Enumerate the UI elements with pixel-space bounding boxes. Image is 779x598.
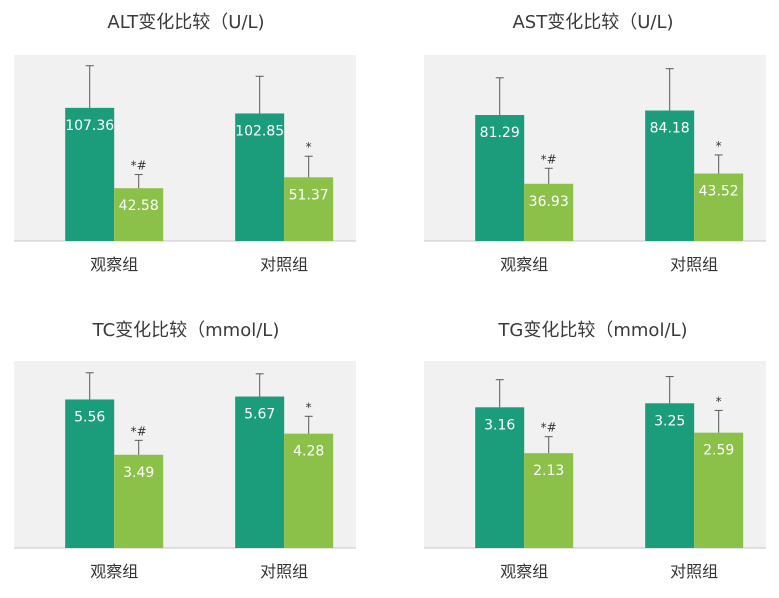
tc-chart: TC变化比较（mmol/L) 5.56 3.49 *# 观察组 5.67 4.28 * 对照组 bbox=[0, 306, 372, 598]
category-label: 观察组 bbox=[90, 562, 138, 581]
significance-marker: * bbox=[306, 400, 312, 414]
significance-marker: * bbox=[716, 139, 722, 153]
bar bbox=[114, 188, 164, 241]
data-label: 42.58 bbox=[119, 198, 159, 214]
data-label: 43.52 bbox=[699, 184, 739, 200]
data-label: 36.93 bbox=[529, 194, 569, 210]
alt-chart: ALT变化比较（U/L) 107.36 42.58 *# 观察组 102.85 51.37… bbox=[0, 0, 372, 292]
bar bbox=[284, 177, 334, 241]
chart-title: AST变化比较（U/L) bbox=[512, 12, 674, 33]
data-label: 3.16 bbox=[484, 417, 515, 433]
bar bbox=[284, 433, 334, 548]
chart-svg: 81.29 36.93 *# 观察组 84.18 43.52 * 对照组 bbox=[424, 55, 766, 274]
bar bbox=[645, 110, 695, 241]
category-label: 对照组 bbox=[670, 562, 718, 581]
data-label: 4.28 bbox=[293, 444, 324, 460]
bar bbox=[694, 432, 744, 548]
data-label: 2.59 bbox=[703, 443, 734, 459]
data-label: 3.25 bbox=[654, 413, 685, 429]
bar bbox=[475, 115, 525, 241]
bar bbox=[235, 113, 285, 241]
tg-chart: TG变化比较（mmol/L) 3.16 2.13 *# 观察组 3.25 2.59 * 对照组 bbox=[407, 306, 779, 598]
category-label: 观察组 bbox=[500, 255, 548, 274]
chart-svg: 3.16 2.13 *# 观察组 3.25 2.59 * 对照组 bbox=[424, 361, 766, 581]
category-label: 观察组 bbox=[500, 562, 548, 581]
bar bbox=[645, 403, 695, 548]
bar bbox=[65, 399, 115, 548]
data-label: 84.18 bbox=[650, 121, 690, 137]
category-label: 对照组 bbox=[670, 255, 718, 274]
data-label: 5.67 bbox=[244, 407, 275, 423]
bar bbox=[475, 407, 525, 548]
bar bbox=[235, 396, 285, 548]
chart-svg: 107.36 42.58 *# 观察组 102.85 51.37 * 对照组 bbox=[14, 55, 356, 274]
chart-svg: 5.56 3.49 *# 观察组 5.67 4.28 * 对照组 bbox=[14, 361, 356, 581]
chart-title: ALT变化比较（U/L) bbox=[107, 12, 265, 33]
bar bbox=[114, 454, 164, 548]
chart-title: TG变化比较（mmol/L) bbox=[498, 320, 688, 341]
data-label: 3.49 bbox=[123, 465, 154, 481]
significance-marker: *# bbox=[541, 421, 557, 435]
data-label: 107.36 bbox=[65, 118, 114, 134]
significance-marker: *# bbox=[131, 424, 147, 438]
significance-marker: *# bbox=[131, 159, 147, 173]
data-label: 81.29 bbox=[480, 125, 520, 141]
chart-title: TC变化比较（mmol/L) bbox=[92, 320, 280, 341]
significance-marker: *# bbox=[541, 152, 557, 166]
data-label: 51.37 bbox=[289, 187, 329, 203]
category-label: 对照组 bbox=[260, 562, 308, 581]
significance-marker: * bbox=[306, 140, 312, 154]
bar bbox=[524, 453, 574, 548]
category-label: 对照组 bbox=[260, 255, 308, 274]
data-label: 5.56 bbox=[74, 409, 105, 425]
bar bbox=[524, 183, 574, 241]
ast-chart: AST变化比较（U/L) 81.29 36.93 *# 观察组 84.18 43.52 * 对… bbox=[407, 0, 779, 292]
data-label: 2.13 bbox=[533, 463, 564, 479]
bar bbox=[65, 107, 115, 241]
bar bbox=[694, 173, 744, 241]
data-label: 102.85 bbox=[235, 123, 284, 139]
significance-marker: * bbox=[716, 394, 722, 408]
category-label: 观察组 bbox=[90, 255, 138, 274]
